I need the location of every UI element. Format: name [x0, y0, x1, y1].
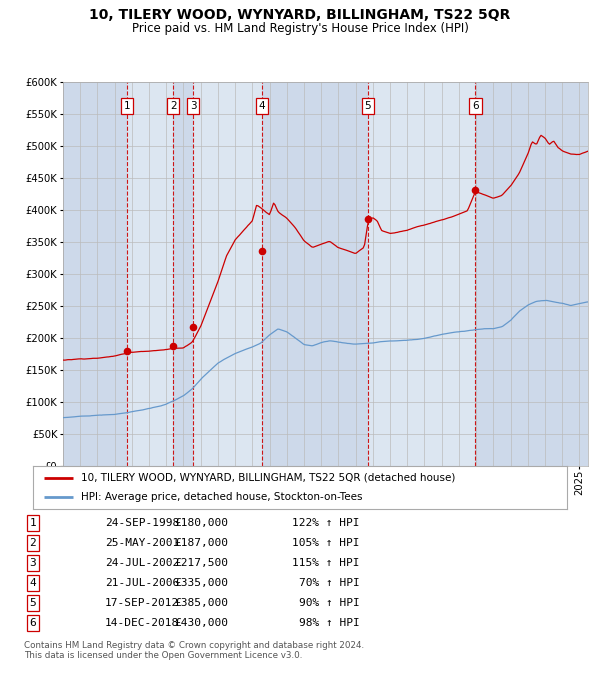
Text: 1: 1 [29, 518, 37, 528]
Text: 3: 3 [29, 558, 37, 568]
Text: 4: 4 [29, 578, 37, 588]
Text: 24-SEP-1998: 24-SEP-1998 [105, 518, 179, 528]
Text: £335,000: £335,000 [174, 578, 228, 588]
Text: 24-JUL-2002: 24-JUL-2002 [105, 558, 179, 568]
Text: Price paid vs. HM Land Registry's House Price Index (HPI): Price paid vs. HM Land Registry's House … [131, 22, 469, 35]
Text: £217,500: £217,500 [174, 558, 228, 568]
Text: 115% ↑ HPI: 115% ↑ HPI [293, 558, 360, 568]
Text: 25-MAY-2001: 25-MAY-2001 [105, 538, 179, 548]
Text: 10, TILERY WOOD, WYNYARD, BILLINGHAM, TS22 5QR: 10, TILERY WOOD, WYNYARD, BILLINGHAM, TS… [89, 8, 511, 22]
Bar [262, 82, 368, 466]
Text: Contains HM Land Registry data © Crown copyright and database right 2024.
This d: Contains HM Land Registry data © Crown c… [24, 641, 364, 660]
Text: 98% ↑ HPI: 98% ↑ HPI [299, 618, 360, 628]
Bar [63, 82, 127, 466]
Text: 6: 6 [29, 618, 37, 628]
Text: 90% ↑ HPI: 90% ↑ HPI [299, 598, 360, 608]
Text: £385,000: £385,000 [174, 598, 228, 608]
Bar [475, 82, 588, 466]
Text: 5: 5 [29, 598, 37, 608]
Text: 2: 2 [29, 538, 37, 548]
Text: 4: 4 [259, 101, 265, 111]
Text: 3: 3 [190, 101, 196, 111]
Text: 14-DEC-2018: 14-DEC-2018 [105, 618, 179, 628]
Text: £430,000: £430,000 [174, 618, 228, 628]
Bar [127, 82, 173, 466]
Bar [193, 82, 262, 466]
Text: 10, TILERY WOOD, WYNYARD, BILLINGHAM, TS22 5QR (detached house): 10, TILERY WOOD, WYNYARD, BILLINGHAM, TS… [81, 473, 455, 483]
Text: £180,000: £180,000 [174, 518, 228, 528]
Text: HPI: Average price, detached house, Stockton-on-Tees: HPI: Average price, detached house, Stoc… [81, 492, 362, 503]
Text: 2: 2 [170, 101, 176, 111]
Text: 70% ↑ HPI: 70% ↑ HPI [299, 578, 360, 588]
Text: 1: 1 [124, 101, 131, 111]
Text: 122% ↑ HPI: 122% ↑ HPI [293, 518, 360, 528]
Text: 17-SEP-2012: 17-SEP-2012 [105, 598, 179, 608]
Text: £187,000: £187,000 [174, 538, 228, 548]
Text: 6: 6 [472, 101, 479, 111]
Text: 21-JUL-2006: 21-JUL-2006 [105, 578, 179, 588]
Bar [173, 82, 193, 466]
Text: 105% ↑ HPI: 105% ↑ HPI [293, 538, 360, 548]
Text: 5: 5 [365, 101, 371, 111]
Bar [368, 82, 475, 466]
